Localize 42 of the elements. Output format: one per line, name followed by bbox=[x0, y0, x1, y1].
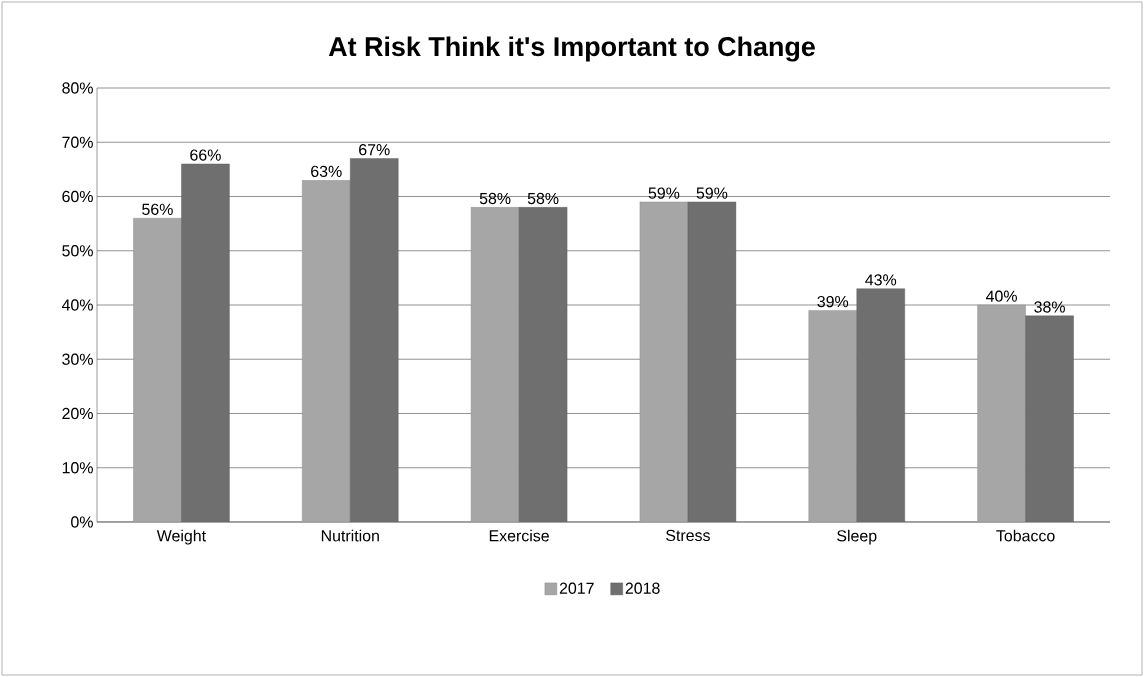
data-label: 40% bbox=[985, 290, 1017, 302]
y-tick-label: 0% bbox=[71, 516, 93, 528]
x-tick-label: Sleep bbox=[837, 529, 877, 545]
data-label: 43% bbox=[865, 274, 897, 286]
data-label: 38% bbox=[1034, 301, 1065, 313]
x-tick-label: Stress bbox=[666, 529, 710, 542]
y-tick-label: 30% bbox=[62, 353, 93, 365]
legend-label: 2017 bbox=[559, 582, 594, 594]
data-label: 56% bbox=[142, 203, 173, 215]
bar bbox=[518, 207, 568, 522]
bar bbox=[687, 201, 737, 522]
data-label: 63% bbox=[311, 165, 342, 178]
y-tick-label: 70% bbox=[62, 136, 93, 148]
bar bbox=[808, 310, 857, 522]
bar bbox=[133, 217, 182, 522]
data-label: 67% bbox=[359, 144, 390, 156]
bar bbox=[639, 201, 689, 522]
bar bbox=[181, 163, 230, 522]
y-tick-label: 10% bbox=[62, 462, 93, 474]
data-label: 58% bbox=[527, 192, 559, 205]
x-tick-label: Tobacco bbox=[996, 529, 1055, 542]
data-label: 66% bbox=[190, 149, 221, 161]
chart-title: At Risk Think it's Important to Change bbox=[328, 36, 815, 62]
y-tick-label: 20% bbox=[62, 407, 93, 420]
bar bbox=[302, 180, 351, 522]
x-tick-label: Weight bbox=[156, 529, 206, 545]
bar bbox=[977, 304, 1026, 522]
y-tick-label: 50% bbox=[62, 245, 93, 257]
data-label: 58% bbox=[479, 192, 511, 205]
bar bbox=[350, 158, 399, 522]
y-tick-label: 80% bbox=[62, 82, 93, 94]
x-tick-label: Nutrition bbox=[321, 529, 379, 542]
data-label: 59% bbox=[696, 187, 728, 199]
y-tick-label: 40% bbox=[61, 299, 93, 311]
legend-label: 2018 bbox=[625, 582, 660, 594]
y-tick-label: 60% bbox=[62, 190, 93, 203]
bar bbox=[856, 288, 905, 522]
bar bbox=[1025, 315, 1074, 522]
data-label: 39% bbox=[817, 295, 849, 308]
x-tick-label: Exercise bbox=[489, 529, 549, 542]
bar bbox=[470, 207, 520, 522]
data-label: 59% bbox=[648, 187, 680, 199]
